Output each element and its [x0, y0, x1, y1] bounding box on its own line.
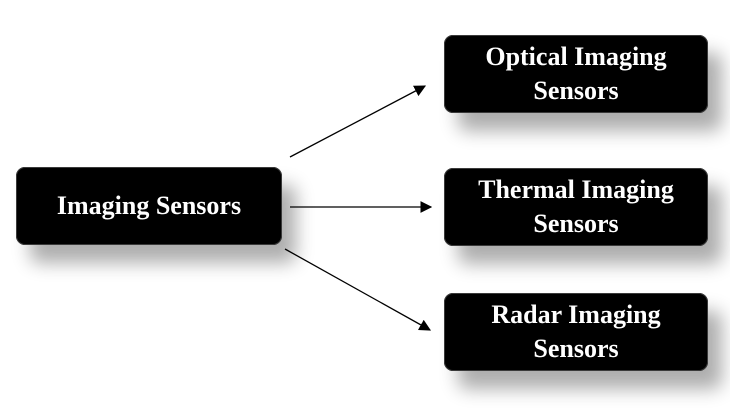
child-node-label-line2: Sensors: [533, 334, 619, 363]
child-node-label-line1: Radar Imaging: [491, 300, 661, 329]
child-node-label-line2: Sensors: [533, 209, 619, 238]
child-node-optical: Optical Imaging Sensors: [444, 35, 708, 113]
root-node-imaging-sensors: Imaging Sensors: [16, 167, 282, 245]
child-node-thermal: Thermal Imaging Sensors: [444, 168, 708, 246]
root-node-label: Imaging Sensors: [56, 191, 242, 220]
arrow-to-radar: [284, 248, 432, 331]
child-node-label-line2: Sensors: [533, 76, 619, 105]
child-node-label-line1: Thermal Imaging: [478, 175, 674, 204]
arrow-to-optical: [289, 85, 427, 158]
child-node-radar: Radar Imaging Sensors: [444, 293, 708, 371]
child-node-label-line1: Optical Imaging: [485, 42, 667, 71]
